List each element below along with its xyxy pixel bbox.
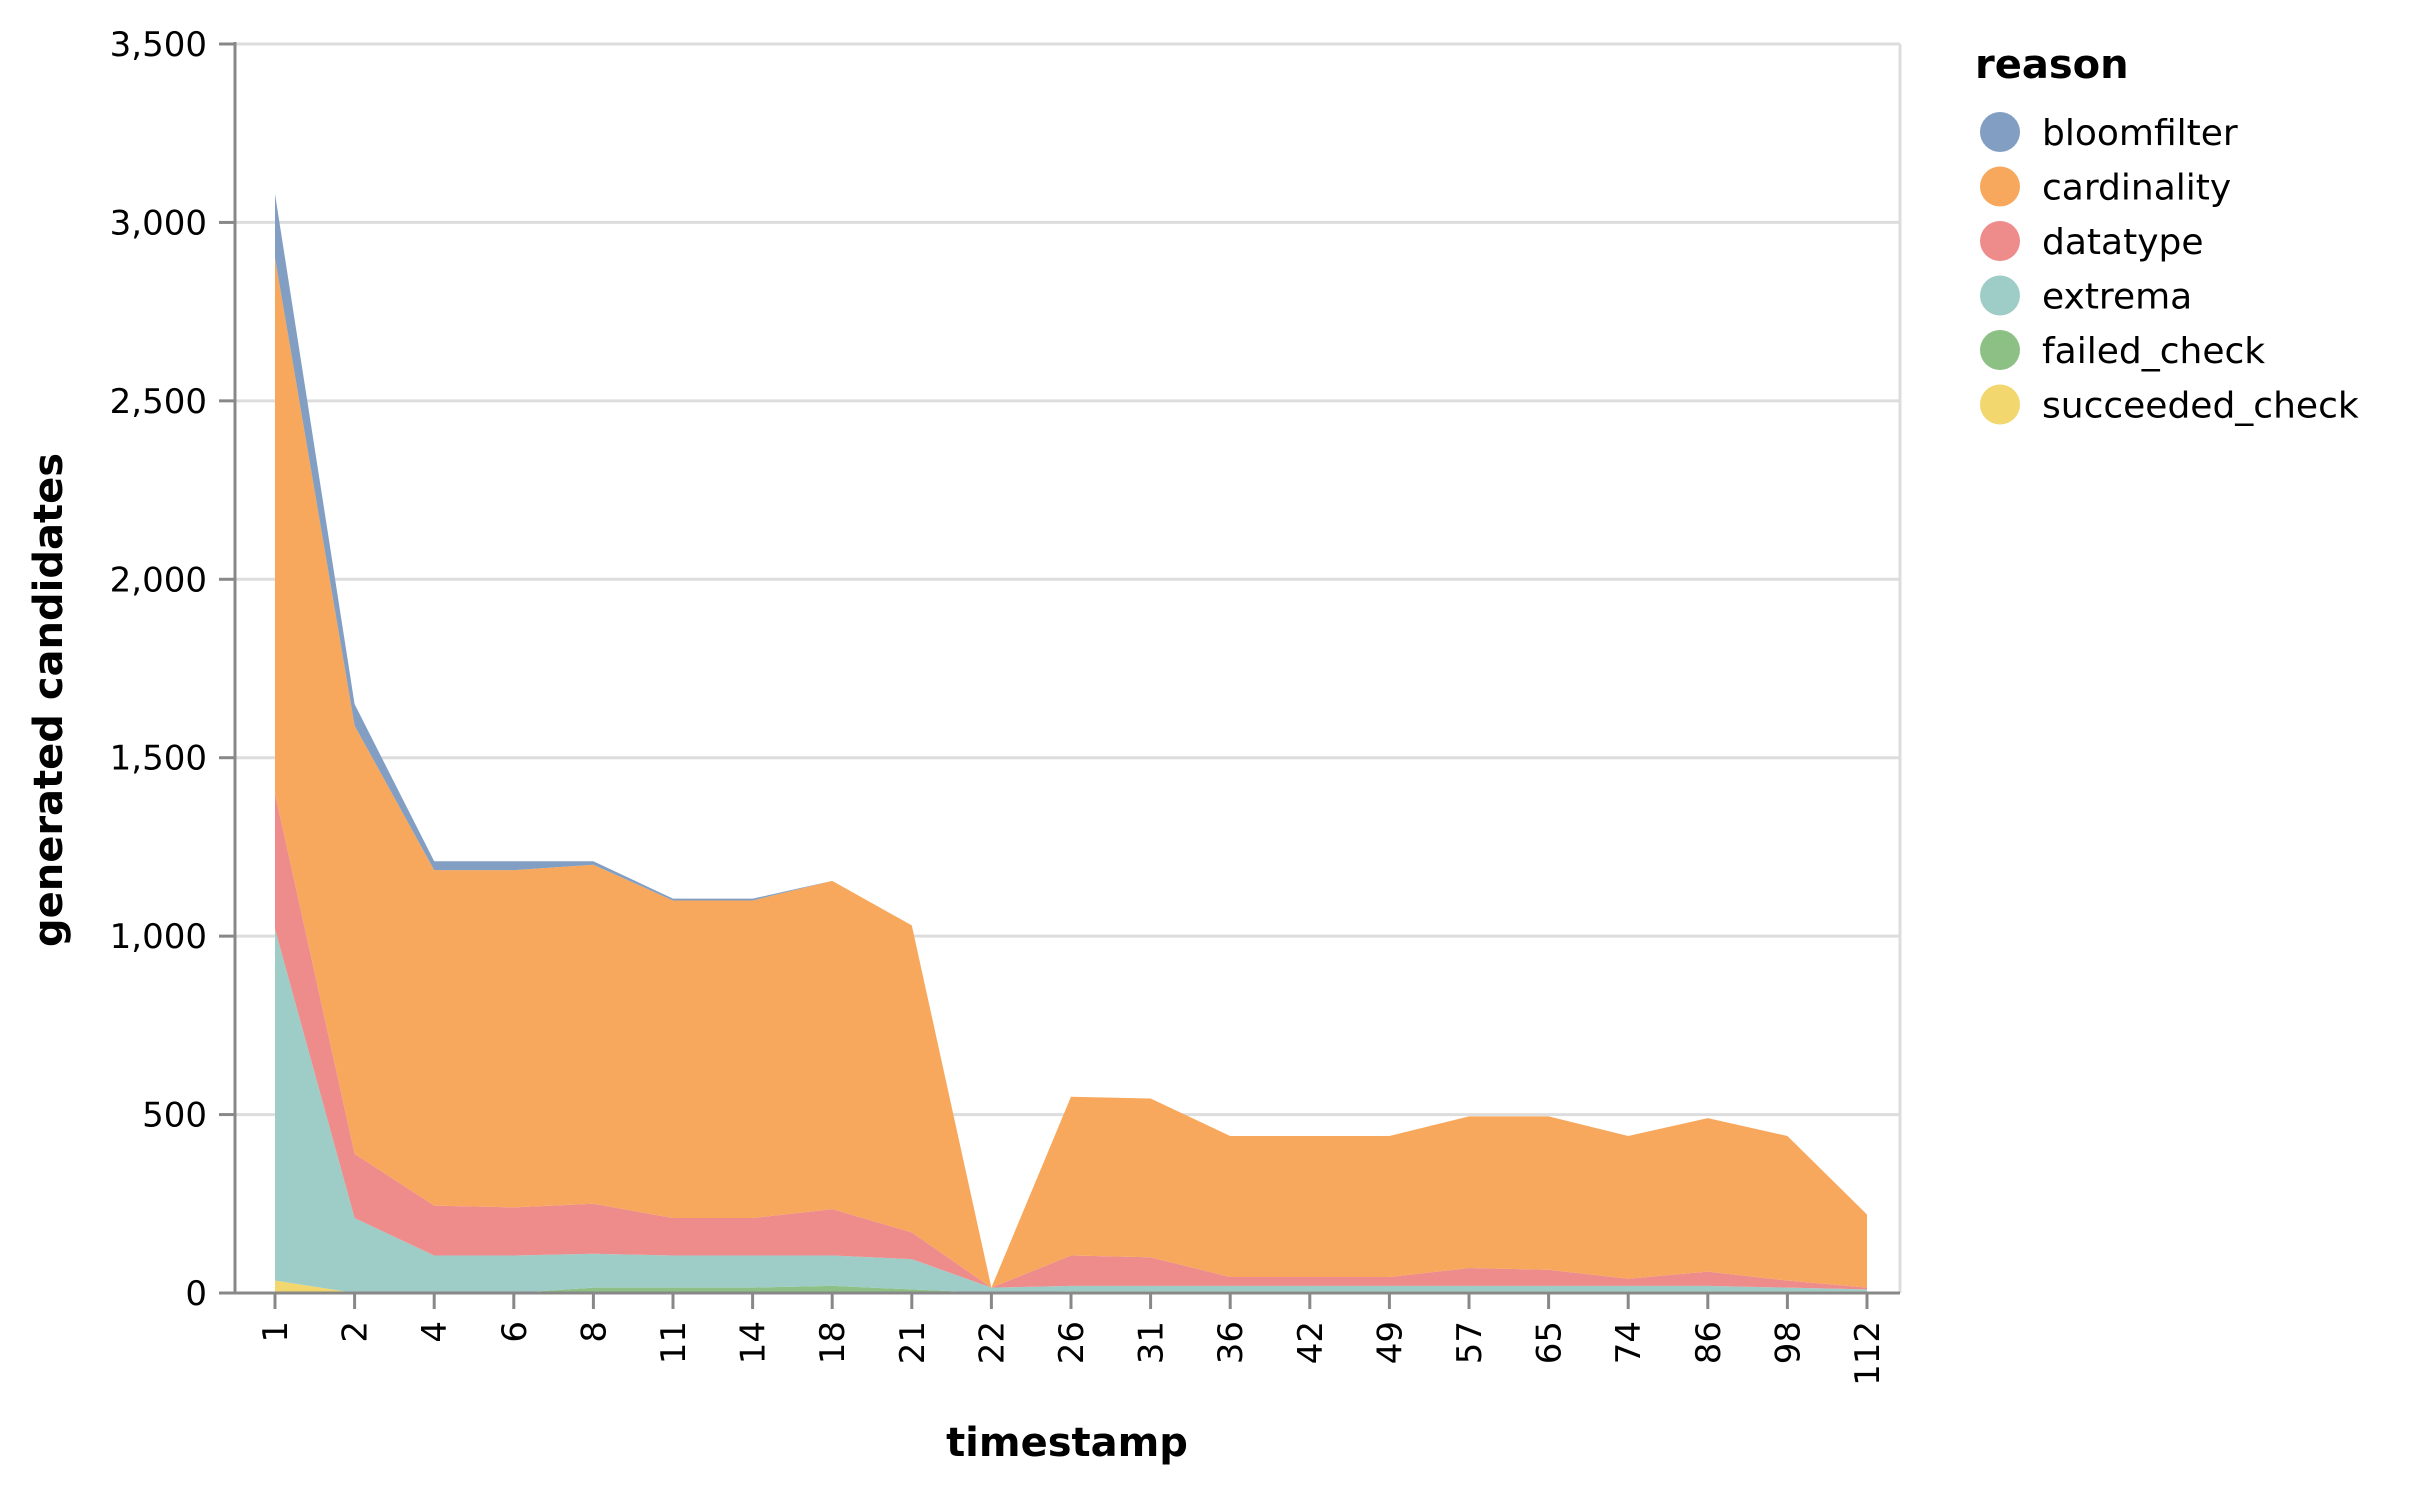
x-tick-label: 112: [1848, 1321, 1888, 1386]
legend-label-extrema: extrema: [2042, 277, 2192, 318]
legend-swatch-bloomfilter: [1980, 112, 2020, 152]
x-axis-title: timestamp: [946, 1420, 1188, 1466]
y-tick-label: 2,500: [110, 382, 207, 422]
legend-label-cardinality: cardinality: [2042, 168, 2231, 209]
x-tick-label: 74: [1609, 1321, 1649, 1364]
x-tick-label: 11: [654, 1321, 694, 1364]
y-tick-label: 3,000: [110, 203, 207, 243]
area-extrema: [275, 929, 1867, 1293]
x-tick-label: 65: [1530, 1321, 1570, 1364]
x-tick-label: 36: [1211, 1321, 1251, 1364]
y-tick-label: 500: [142, 1096, 207, 1136]
area-series-group: [275, 193, 1867, 1293]
x-tick-label: 22: [972, 1321, 1012, 1364]
x-tick-label: 86: [1689, 1321, 1729, 1364]
legend: reason bloomfilter cardinality datatype ext…: [1975, 42, 2359, 427]
legend-swatch-succeeded-check: [1980, 384, 2020, 425]
y-tick-label: 2,000: [110, 560, 207, 600]
x-tick-label: 8: [574, 1321, 614, 1343]
y-tick-label: 1,500: [110, 739, 207, 779]
area-datatype: [275, 793, 1867, 1290]
x-tick-label: 42: [1291, 1321, 1331, 1364]
x-tick-label: 21: [893, 1321, 933, 1364]
legend-swatch-datatype: [1980, 221, 2020, 261]
x-tick-label: 4: [415, 1321, 455, 1343]
legend-label-failed-check: failed_check: [2042, 331, 2265, 372]
legend-label-datatype: datatype: [2042, 222, 2204, 263]
legend-title: reason: [1975, 42, 2129, 88]
x-tick-label: 26: [1052, 1321, 1092, 1364]
x-tick-label: 1: [256, 1321, 296, 1343]
legend-swatch-cardinality: [1980, 166, 2020, 207]
area-failed-check: [275, 1280, 1867, 1293]
x-tick-label: 31: [1132, 1321, 1172, 1364]
x-tick-label: 98: [1768, 1321, 1808, 1364]
x-tick-label: 18: [813, 1321, 853, 1364]
x-tick-label: 49: [1370, 1321, 1410, 1364]
y-tick-label: 1,000: [110, 917, 207, 957]
y-axis-title: generated candidates: [26, 453, 72, 947]
legend-swatch-failed-check: [1980, 330, 2020, 370]
x-tick-label: 57: [1450, 1321, 1490, 1364]
legend-label-succeeded-check: succeeded_check: [2042, 386, 2359, 427]
y-tick-label: 0: [185, 1274, 207, 1314]
axes: 0 500 1,000 1,500 2,000 2,500 3,000 3,500 1 2 4 6 8 1…: [110, 25, 1900, 1386]
x-tick-label: 6: [495, 1321, 535, 1343]
x-tick-label: 2: [336, 1321, 376, 1343]
area-cardinality: [275, 258, 1867, 1288]
legend-label-bloomfilter: bloomfilter: [2042, 113, 2238, 154]
y-tick-label: 3,500: [110, 25, 207, 65]
legend-swatch-extrema: [1980, 275, 2020, 316]
x-tick-label: 14: [734, 1321, 774, 1364]
